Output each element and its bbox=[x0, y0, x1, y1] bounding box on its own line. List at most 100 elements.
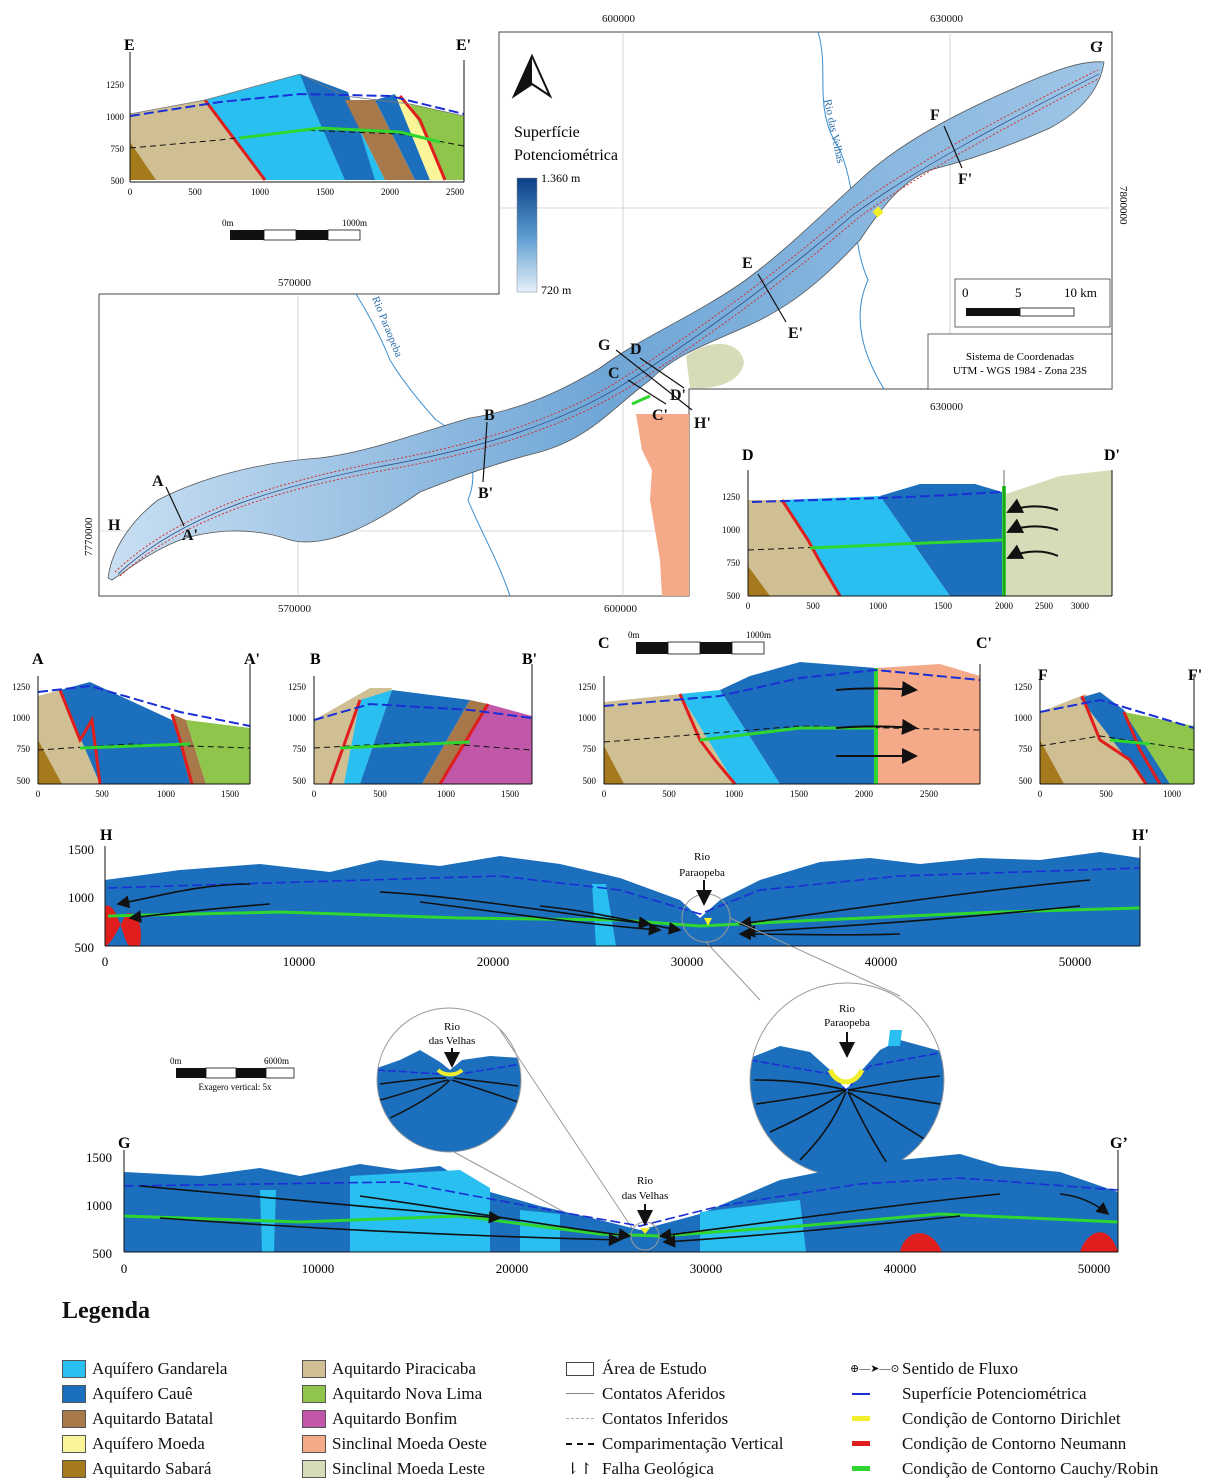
D-xtick: 1000 bbox=[869, 601, 888, 611]
legend-item: Área de Estudo bbox=[566, 1356, 783, 1381]
C-scale-0: 0m bbox=[628, 630, 640, 640]
E-ytick: 750 bbox=[111, 144, 125, 154]
legend-col-1: Aquífero Gandarela Aquífero Cauê Aquitar… bbox=[62, 1356, 227, 1481]
E-left: E bbox=[124, 37, 135, 54]
H-river-1: Rio bbox=[694, 851, 710, 863]
A-ytick: 1000 bbox=[12, 713, 31, 723]
zoom-velhas: Rio das Velhas bbox=[376, 1007, 641, 1249]
F-xtick: 1000 bbox=[1163, 789, 1182, 799]
E-ytick: 1250 bbox=[106, 80, 125, 90]
label-D: D bbox=[630, 341, 642, 358]
legend-item: Aquitardo Nova Lima bbox=[302, 1381, 487, 1406]
A-left: A bbox=[32, 651, 44, 668]
D-xtick: 1500 bbox=[934, 601, 953, 611]
B-ytick: 750 bbox=[293, 744, 307, 754]
coord-system-box bbox=[927, 333, 1113, 390]
swatch bbox=[62, 1434, 86, 1453]
map-panel: A A' B B' C C' D D' G H' H E E' F F' G ’… bbox=[83, 13, 1129, 615]
section-C: 1250 1000 750 500 0 500 1000 1500 2000 2… bbox=[578, 630, 992, 799]
F-ytick: 1000 bbox=[1014, 713, 1033, 723]
legend-item: ⊕—➤—⊙ Sentido de Fluxo bbox=[850, 1356, 1158, 1381]
G-ytick: 1000 bbox=[86, 1198, 112, 1213]
label-A: A bbox=[152, 473, 164, 490]
label-B: B bbox=[484, 407, 495, 424]
label-E: E bbox=[742, 255, 753, 272]
zoom-paraopeba: Rio Paraopeba bbox=[749, 982, 945, 1178]
G-xtick: 0 bbox=[121, 1261, 128, 1276]
swatch bbox=[852, 1392, 870, 1395]
long-scale: 0m 6000m Exagero vertical: 5x bbox=[170, 1056, 295, 1092]
A-right: A' bbox=[244, 651, 260, 668]
G-left: G bbox=[118, 1135, 131, 1152]
A-xtick: 500 bbox=[95, 789, 109, 799]
D-xtick: 2500 bbox=[1035, 601, 1054, 611]
B-right: B' bbox=[522, 651, 537, 668]
legend-item: Contatos Aferidos bbox=[566, 1381, 783, 1406]
label-C-prime: C' bbox=[652, 407, 668, 424]
potentiometric-max: 1.360 m bbox=[541, 171, 581, 185]
zoom-velhas-1: Rio bbox=[444, 1021, 460, 1033]
D-ytick: 1250 bbox=[722, 492, 741, 502]
swatch bbox=[62, 1359, 86, 1378]
potentiometric-ramp bbox=[516, 177, 538, 293]
D-xtick: 2000 bbox=[995, 601, 1014, 611]
F-ytick: 500 bbox=[1019, 776, 1033, 786]
D-ytick: 1000 bbox=[722, 525, 741, 535]
legend-item: Condição de Contorno Dirichlet bbox=[850, 1406, 1158, 1431]
F-xtick: 500 bbox=[1099, 789, 1113, 799]
potentiometric-title-2: Potenciométrica bbox=[514, 147, 618, 164]
legend-label: Aquitardo Batatal bbox=[92, 1408, 214, 1428]
legend-item: Aquífero Cauê bbox=[62, 1381, 227, 1406]
vertical-compartment-swatch bbox=[566, 1442, 594, 1445]
scale-box bbox=[954, 278, 1111, 328]
H-xtick: 30000 bbox=[671, 954, 704, 969]
E-xtick: 0 bbox=[128, 187, 133, 197]
B-xtick: 500 bbox=[373, 789, 387, 799]
inferred-contact-swatch bbox=[566, 1418, 594, 1419]
C-xtick: 2500 bbox=[920, 789, 939, 799]
scale-10: 10 km bbox=[1064, 285, 1097, 300]
zoom-paraopeba-2: Paraopeba bbox=[824, 1017, 870, 1029]
H-right: H' bbox=[1132, 827, 1149, 844]
grid-label-600000-bottom: 600000 bbox=[604, 603, 638, 615]
D-xtick: 0 bbox=[746, 601, 751, 611]
legend-item: Sinclinal Moeda Leste bbox=[302, 1456, 487, 1481]
G-river-1: Rio bbox=[637, 1175, 653, 1187]
D-right: D' bbox=[1104, 447, 1120, 464]
study-area-swatch bbox=[566, 1361, 594, 1376]
H-xtick: 40000 bbox=[865, 954, 898, 969]
E-xtick: 2000 bbox=[381, 187, 400, 197]
long-scale-0: 0m bbox=[170, 1056, 182, 1066]
swatch bbox=[302, 1384, 326, 1403]
label-G-prime: G bbox=[1090, 39, 1103, 56]
legend-item: Condição de Contorno Neumann bbox=[850, 1431, 1158, 1456]
section-G: 1500 1000 500 0 10000 20000 30000 40000 … bbox=[86, 1135, 1128, 1276]
legend-label: Aquitardo Nova Lima bbox=[332, 1383, 483, 1403]
legend-label: Falha Geológica bbox=[602, 1458, 714, 1478]
legend-col-3: Área de Estudo Contatos Aferidos Contato… bbox=[566, 1356, 783, 1481]
B-xtick: 1000 bbox=[437, 789, 456, 799]
D-left: D bbox=[742, 447, 754, 464]
C-xtick: 500 bbox=[662, 789, 676, 799]
study-area-polygon bbox=[107, 61, 1105, 581]
A-xtick: 1000 bbox=[157, 789, 176, 799]
legend-item: Comparimentação Vertical bbox=[566, 1431, 783, 1456]
G-ytick: 1500 bbox=[86, 1150, 112, 1165]
G-river-2: das Velhas bbox=[622, 1190, 669, 1202]
A-ytick: 500 bbox=[17, 776, 31, 786]
scale-0: 0 bbox=[962, 285, 969, 300]
E-ytick: 1000 bbox=[106, 112, 125, 122]
G-xtick: 50000 bbox=[1078, 1261, 1111, 1276]
C-ytick: 500 bbox=[583, 776, 597, 786]
label-B-prime: B' bbox=[478, 485, 493, 502]
B-ytick: 1250 bbox=[288, 682, 307, 692]
svg-text:’: ’ bbox=[1098, 39, 1103, 56]
C-ytick: 1000 bbox=[578, 713, 597, 723]
scale-bar-black bbox=[966, 308, 1020, 316]
A-xtick: 1500 bbox=[221, 789, 240, 799]
zoom-paraopeba-1: Rio bbox=[839, 1003, 855, 1015]
flow-direction-icon: ⊕—➤—⊙ bbox=[850, 1363, 900, 1375]
legend-item: Aquitardo Sabará bbox=[62, 1456, 227, 1481]
E-xtick: 500 bbox=[188, 187, 202, 197]
